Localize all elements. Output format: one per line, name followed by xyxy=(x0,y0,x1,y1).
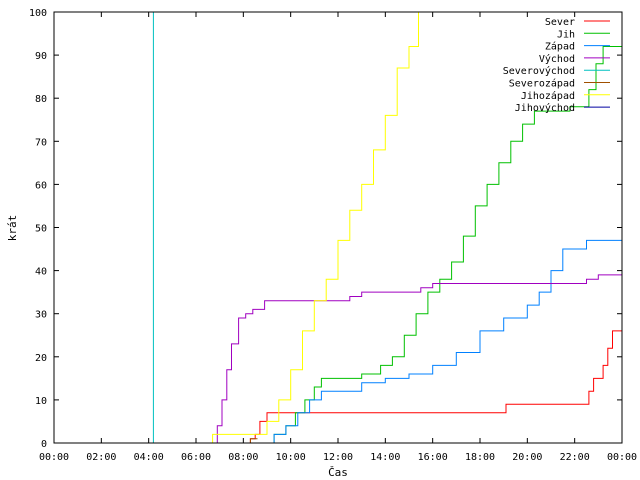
x-tick-label: 10:00 xyxy=(276,452,306,463)
legend: SeverJihZápadVýchodSeverovýchodSeverozáp… xyxy=(503,17,610,114)
x-tick-label: 16:00 xyxy=(418,452,448,463)
legend-label-4: Severovýchod xyxy=(503,65,575,77)
y-tick-label: 60 xyxy=(35,180,47,191)
legend-label-6: Jihozápad xyxy=(521,90,575,102)
x-tick-label: 06:00 xyxy=(181,452,211,463)
x-tick-label: 22:00 xyxy=(560,452,590,463)
y-tick-label: 0 xyxy=(41,439,47,450)
y-tick-label: 90 xyxy=(35,51,47,62)
series-line-4 xyxy=(54,12,154,443)
series-line-2 xyxy=(54,223,622,443)
x-tick-label: 00:00 xyxy=(39,452,69,463)
x-tick-label: 20:00 xyxy=(512,452,542,463)
x-axis-title: Čas xyxy=(328,466,348,479)
y-tick-label: 40 xyxy=(35,267,47,278)
y-tick-label: 50 xyxy=(35,224,47,235)
x-tick-label: 08:00 xyxy=(228,452,258,463)
legend-label-2: Západ xyxy=(545,41,575,53)
y-tick-label: 30 xyxy=(35,310,47,321)
legend-label-7: Jihovýchod xyxy=(515,102,575,114)
legend-label-0: Sever xyxy=(545,17,575,28)
y-tick-label: 80 xyxy=(35,94,47,105)
series-layer xyxy=(54,12,622,443)
legend-label-1: Jih xyxy=(557,29,575,40)
y-tick-label: 10 xyxy=(35,396,47,407)
y-tick-label: 20 xyxy=(35,353,47,364)
legend-label-3: Východ xyxy=(539,53,575,65)
y-tick-label: 100 xyxy=(29,8,47,19)
x-tick-label: 04:00 xyxy=(134,452,164,463)
legend-label-5: Severozápad xyxy=(509,78,575,90)
x-tick-label: 14:00 xyxy=(370,452,400,463)
y-axis-title: krát xyxy=(6,215,19,242)
x-tick-label: 18:00 xyxy=(465,452,495,463)
ticks-layer: 00:00 02:00 04:00 06:00 08:00 10:00 12:00 14:00… xyxy=(29,8,637,463)
series-line-3 xyxy=(54,274,622,443)
y-tick-label: 70 xyxy=(35,137,47,148)
series-line-6 xyxy=(54,12,419,443)
series-line-5 xyxy=(54,438,258,443)
x-tick-label: 00:00 xyxy=(607,452,637,463)
x-tick-label: 02:00 xyxy=(86,452,116,463)
x-tick-label: 12:00 xyxy=(323,452,353,463)
